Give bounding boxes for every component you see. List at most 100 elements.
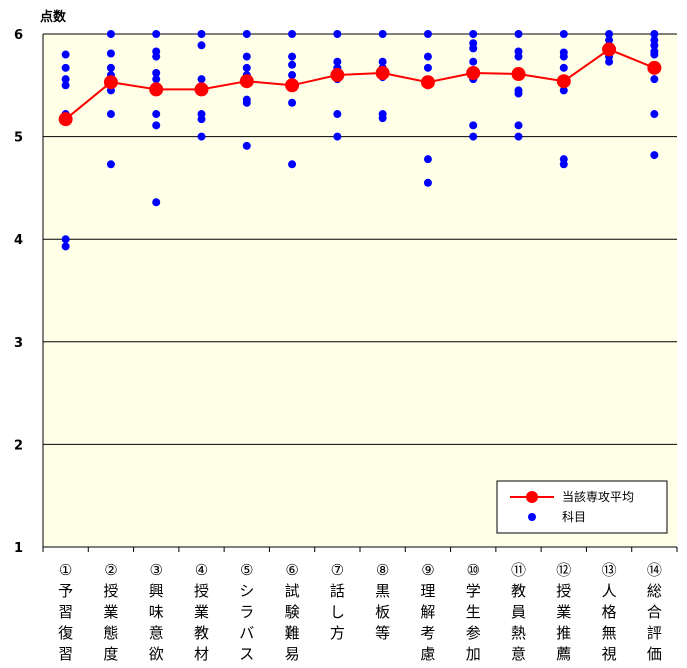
y-tick-label: 3 — [14, 336, 23, 351]
y-tick-labels: 1 2 3 4 5 6 — [14, 28, 23, 556]
scatter-point — [650, 50, 659, 59]
scatter-point — [288, 71, 297, 80]
scatter-point — [378, 57, 387, 66]
scatter-point — [106, 110, 115, 119]
scatter-point — [514, 30, 523, 38]
x-tick-label-char: 無 — [602, 624, 617, 642]
scatter-point — [469, 57, 478, 66]
x-tick-label-char: 習 — [58, 603, 73, 621]
scatter-point — [514, 132, 523, 141]
scatter-point — [61, 242, 70, 251]
scatter-point — [605, 57, 614, 66]
x-tick-label-char: 試 — [285, 582, 300, 600]
x-tick-label-char: 考 — [420, 624, 435, 642]
average-point — [330, 68, 345, 83]
scatter-point — [333, 57, 342, 66]
scatter-point — [423, 30, 432, 38]
x-tick-label-char: 等 — [375, 624, 390, 642]
scatter-point — [650, 30, 659, 38]
scatter-point — [333, 132, 342, 141]
x-tick-label-char: 解 — [420, 603, 435, 621]
scatter-point — [650, 151, 659, 160]
y-tick-label: 5 — [14, 131, 23, 146]
scatter-point — [106, 49, 115, 58]
x-tick-label-char: 評 — [647, 624, 662, 642]
x-tick-label-char: 難 — [285, 624, 300, 642]
x-tick-label-char: ス — [239, 645, 254, 663]
scatter-point — [106, 30, 115, 38]
x-tick-label-char: 生 — [466, 603, 481, 621]
x-tick-label-char: 復 — [58, 624, 73, 642]
x-tick-label-char: 熱 — [511, 624, 526, 642]
scatter-point — [288, 60, 297, 69]
x-tick-label-char: 味 — [149, 603, 164, 621]
x-tick-label-char: 人 — [602, 582, 617, 600]
scatter-point — [61, 235, 70, 244]
scatter-point — [197, 115, 206, 124]
x-tick-label-char: 習 — [58, 645, 73, 663]
scatter-point — [559, 30, 568, 38]
scatter-point — [423, 63, 432, 72]
x-tick-label-char: 合 — [647, 603, 662, 621]
scatter-point — [242, 141, 251, 150]
scatter-point — [61, 75, 70, 84]
legend-dot-marker — [528, 513, 536, 521]
x-tick-label-char: 推 — [556, 624, 571, 642]
scatter-point — [559, 160, 568, 169]
scatter-point — [469, 44, 478, 53]
average-point — [285, 78, 300, 93]
x-tick-label-char: 格 — [602, 603, 617, 621]
scatter-point — [288, 52, 297, 61]
scatter-point — [469, 132, 478, 141]
scatter-point — [514, 52, 523, 61]
average-point — [511, 67, 526, 82]
x-tick-label-char: 欲 — [149, 645, 164, 663]
x-tick-label-char: 加 — [466, 645, 481, 663]
x-tick-label-char: 験 — [285, 603, 300, 621]
scatter-point — [333, 30, 342, 38]
scatter-point — [288, 30, 297, 38]
scatter-point — [197, 41, 206, 50]
x-tick-label-char: ③ — [149, 561, 162, 579]
scatter-point — [152, 110, 161, 119]
scatter-point — [514, 121, 523, 130]
x-tick-label-char: 薦 — [556, 645, 571, 663]
x-tick-label-char: 業 — [103, 603, 118, 621]
average-point — [149, 82, 164, 97]
x-tick-label-char: バ — [239, 624, 254, 642]
average-point — [602, 42, 617, 57]
average-point — [466, 65, 481, 80]
scatter-point — [61, 81, 70, 90]
x-tick-label-char: ② — [104, 561, 117, 579]
scatter-point — [469, 30, 478, 38]
x-tick-label-char: 態 — [103, 624, 118, 642]
scatter-point — [152, 121, 161, 130]
average-line-series — [58, 42, 662, 127]
scatter-point — [61, 63, 70, 72]
scatter-point — [197, 75, 206, 84]
x-tick-label-char: 方 — [330, 624, 345, 642]
scatter-point — [152, 198, 161, 207]
x-tick-label-char: ⑭ — [647, 561, 662, 579]
scatter-point — [152, 68, 161, 77]
legend-line-marker — [526, 491, 538, 503]
legend-label-subject: 科目 — [562, 510, 586, 524]
scatter-point — [605, 30, 614, 38]
scatter-point — [197, 132, 206, 141]
x-tick-label-char: ⑨ — [421, 561, 434, 579]
x-tick-label-char: 教 — [194, 624, 209, 642]
average-point — [556, 74, 571, 89]
x-tick-label-char: ⑪ — [511, 561, 526, 579]
x-tick-label-char: 授 — [194, 582, 209, 600]
x-tick-label-char: 易 — [285, 645, 300, 663]
x-tick-label-char: 業 — [556, 603, 571, 621]
x-tick-label-char: 業 — [194, 603, 209, 621]
average-line — [64, 48, 655, 120]
scatter-point — [242, 63, 251, 72]
x-tick-label-char: シ — [239, 582, 254, 600]
x-tick-label-char: ラ — [239, 603, 254, 621]
scatter-point — [559, 86, 568, 95]
scatter-point — [288, 160, 297, 169]
x-tick-labels: ①予習復習②授業態度③興味意欲④授業教材⑤シラバス⑥試験難易⑦話し方⑧黒板等⑨理… — [58, 561, 662, 663]
